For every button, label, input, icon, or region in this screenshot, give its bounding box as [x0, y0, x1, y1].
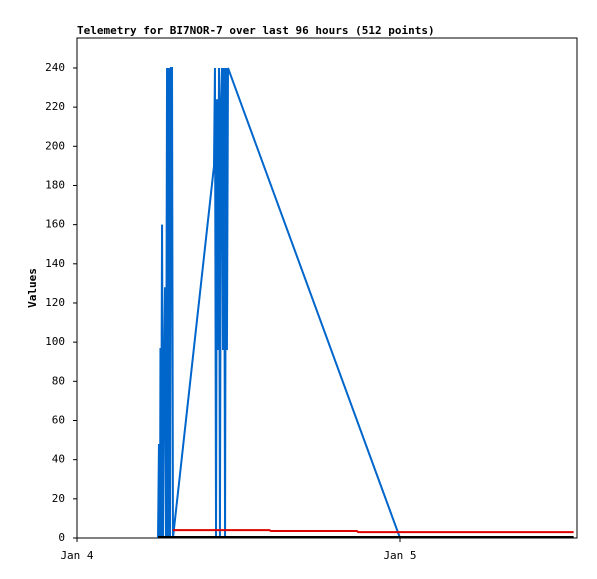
y-tick-label: 240 [45, 61, 65, 74]
y-tick-label: 60 [52, 413, 65, 426]
y-tick-label: 140 [45, 257, 65, 270]
series-line [172, 529, 574, 534]
x-tick-label: Jan 5 [383, 549, 416, 562]
y-tick-label: 20 [52, 492, 65, 505]
y-tick-label: 80 [52, 374, 65, 387]
y-tick-label: 220 [45, 100, 65, 113]
y-axis-label: Values [26, 268, 39, 308]
y-tick-label: 160 [45, 218, 65, 231]
y-tick-label: 120 [45, 296, 65, 309]
x-tick-label: Jan 4 [60, 549, 93, 562]
series-line [157, 66, 401, 539]
y-tick-label: 180 [45, 178, 65, 191]
chart-title: Telemetry for BI7NOR-7 over last 96 hour… [77, 24, 435, 37]
plot-frame [76, 37, 578, 539]
y-tick-label: 40 [52, 453, 65, 466]
y-tick-label: 0 [58, 531, 65, 544]
y-tick-label: 100 [45, 335, 65, 348]
y-tick-label: 200 [45, 139, 65, 152]
